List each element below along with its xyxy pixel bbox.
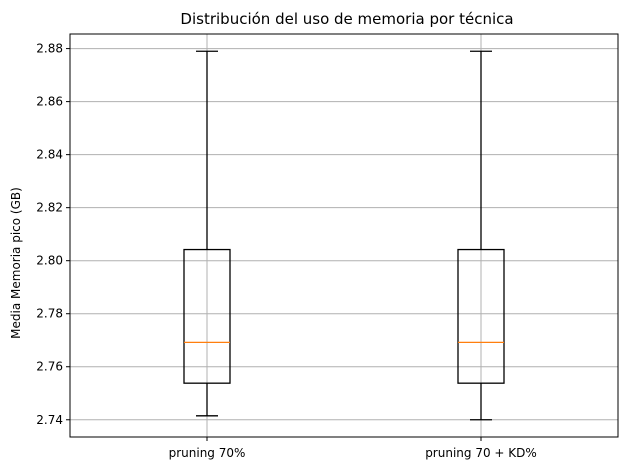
box-2 <box>457 50 505 421</box>
iqr-box <box>183 248 231 384</box>
x-tick-label: pruning 70 + KD% <box>425 446 537 460</box>
y-tick-label: 2.76 <box>36 360 63 374</box>
x-axis-ticks: pruning 70% pruning 70 + KD% <box>169 437 537 460</box>
y-tick-label: 2.82 <box>36 201 63 215</box>
x-tick-label: pruning 70% <box>169 446 246 460</box>
y-axis-ticks: 2.74 2.76 2.78 2.80 2.82 2.84 2.86 2.88 <box>36 42 70 427</box>
plot-frame <box>69 33 619 438</box>
y-axis-label: Media Memoria pico (GB) <box>9 187 23 339</box>
y-tick-label: 2.74 <box>36 413 63 427</box>
box-1 <box>183 50 231 417</box>
y-tick-label: 2.86 <box>36 95 63 109</box>
chart-title: Distribución del uso de memoria por técn… <box>180 10 513 28</box>
grid-lines <box>70 34 618 437</box>
boxes <box>183 50 505 421</box>
y-tick-label: 2.80 <box>36 254 63 268</box>
y-tick-label: 2.78 <box>36 307 63 321</box>
iqr-box <box>457 248 505 384</box>
y-tick-label: 2.88 <box>36 42 63 56</box>
y-tick-label: 2.84 <box>36 148 63 162</box>
